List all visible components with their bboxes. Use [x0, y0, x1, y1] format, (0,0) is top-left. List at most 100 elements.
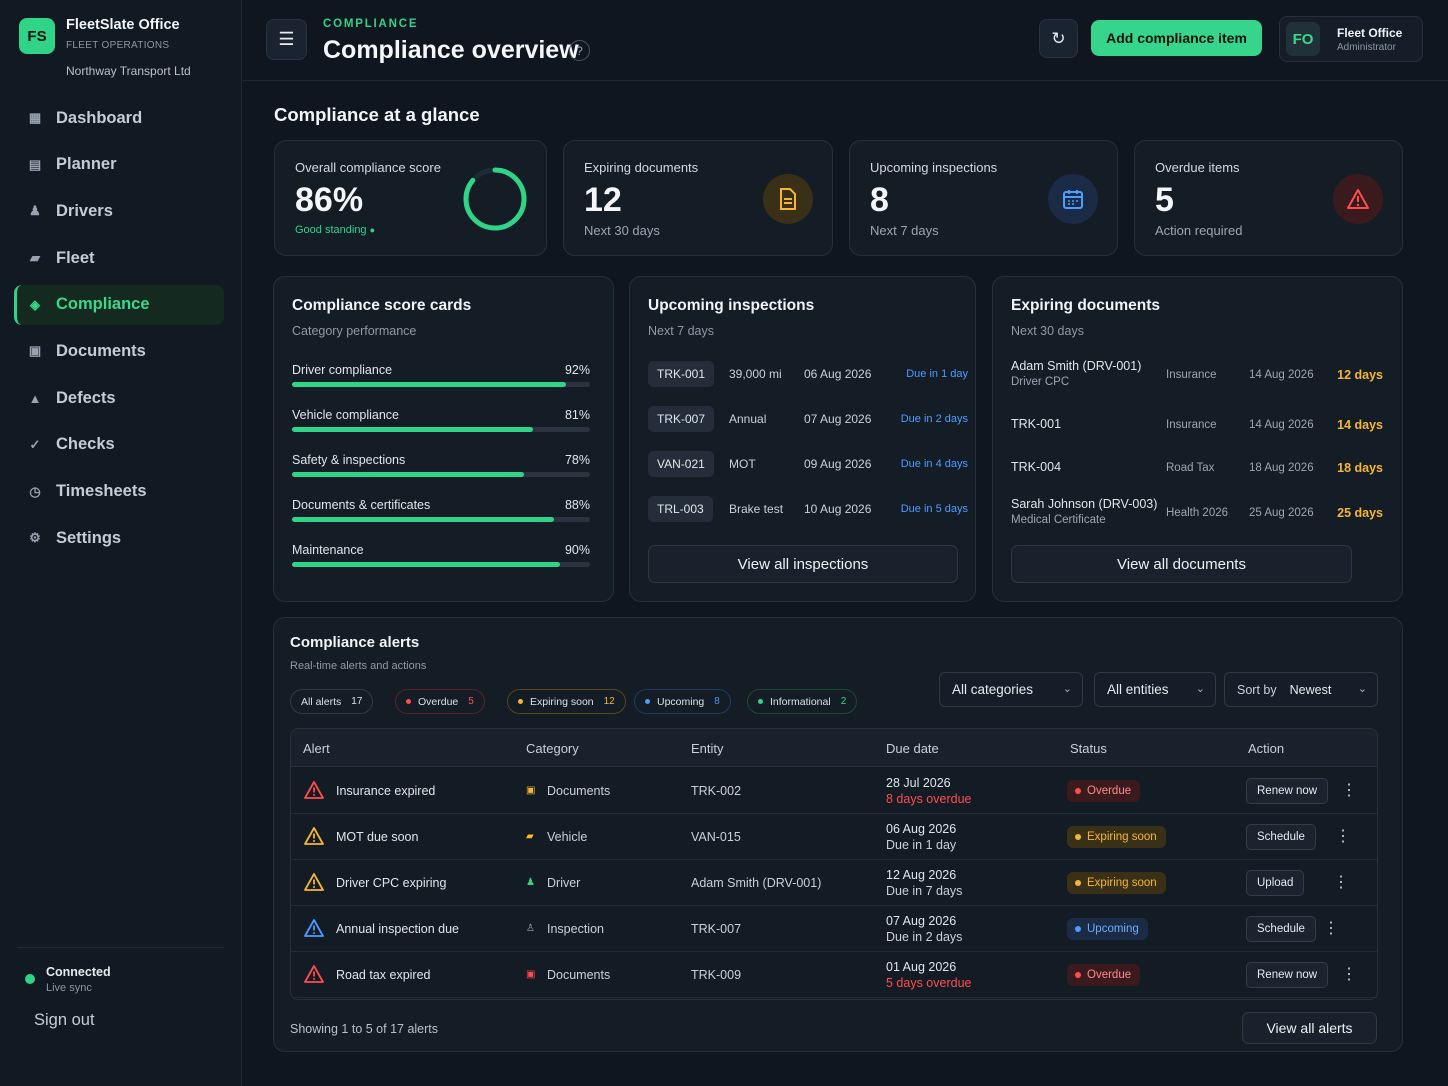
table-row[interactable]: Insurance expired ▣ Documents TRK-002 28 Jul… — [291, 768, 1377, 814]
row-action-button[interactable]: Renew now — [1246, 962, 1329, 988]
table-row[interactable]: Driver CPC expiring ♟ Driver Adam Smith (DR… — [291, 860, 1377, 906]
add-compliance-item-button[interactable]: Add compliance item — [1091, 20, 1262, 56]
row-action-button[interactable]: Schedule — [1246, 916, 1316, 942]
score-progress-fill — [292, 517, 555, 522]
document-expiry-date: 14 Aug 2026 — [1249, 369, 1314, 381]
score-ring-fill — [463, 167, 527, 231]
sidebar-item-label: Drivers — [56, 201, 113, 220]
score-percent: 81% — [564, 408, 590, 422]
table-row[interactable]: Annual inspection due ♙ Inspection TRK-007 0… — [291, 906, 1377, 952]
score-standing-label: Good standing — [295, 224, 367, 236]
pagination-summary: Showing 1 to 5 of 17 alerts — [290, 1022, 439, 1036]
inspection-row[interactable]: VAN-021 MOT 09 Aug 2026 Due in 4 days — [648, 451, 968, 477]
sidebar-item-checks[interactable]: ✓ Checks — [14, 425, 224, 465]
sidebar-item-dashboard[interactable]: ▦ Dashboard — [14, 98, 224, 138]
vehicle-id-tag: TRK-001 — [648, 361, 715, 387]
row-action-button[interactable]: Upload — [1246, 870, 1305, 896]
score-category-label: Maintenance — [292, 543, 364, 557]
glance-title: Compliance at a glance — [274, 104, 480, 125]
sort-label: Sort by — [1237, 682, 1277, 697]
row-action-button[interactable]: Renew now — [1246, 778, 1329, 804]
sidebar-item-label: Timesheets — [56, 482, 147, 500]
stat-value: 12 — [584, 181, 622, 219]
overdue-items-card: Overdue items 5 Action required — [1134, 140, 1403, 256]
vehicle-id-tag: TRK-007 — [648, 406, 715, 432]
filter-chip-overdue[interactable]: Overdue 5 — [395, 689, 485, 714]
sidebar-item-drivers[interactable]: ♟ Drivers — [14, 191, 224, 231]
sidebar-item-fleet[interactable]: ▰ Fleet — [14, 238, 224, 278]
sidebar-item-settings[interactable]: ⚙ Settings — [14, 518, 224, 558]
more-options-icon[interactable]: ⋮ — [1341, 966, 1357, 983]
filter-chip-all-alerts[interactable]: All alerts 17 — [290, 689, 374, 714]
section-eyebrow: COMPLIANCE — [323, 18, 419, 30]
score-progress-track — [292, 517, 590, 522]
sign-out-button[interactable]: Sign out — [34, 1011, 95, 1029]
column-header[interactable]: Category — [526, 741, 579, 756]
days-remaining: 25 days — [1337, 506, 1383, 520]
user-menu[interactable]: FO Fleet Office Administrator — [1279, 16, 1423, 62]
more-options-icon[interactable]: ⋮ — [1335, 828, 1351, 845]
alert-entity: VAN-015 — [691, 830, 741, 844]
sidebar-item-label: Defects — [56, 388, 116, 407]
sort-select[interactable]: Sort by Newest ⌄ — [1224, 672, 1378, 707]
alert-category: Documents — [547, 968, 611, 982]
view-all-alerts-button[interactable]: View all alerts — [1242, 1012, 1377, 1044]
menu-button[interactable]: ☰ — [266, 19, 307, 60]
more-options-icon[interactable]: ⋮ — [1323, 920, 1339, 937]
column-header[interactable]: Due date — [886, 741, 939, 756]
view-all-documents-button[interactable]: View all documents — [1011, 545, 1352, 583]
score-category-label: Vehicle compliance — [292, 408, 400, 422]
alert-entity: TRK-002 — [691, 784, 742, 798]
table-row[interactable]: MOT due soon ▰ Vehicle VAN-015 06 Aug 2026 Du… — [291, 814, 1377, 860]
filter-chip-informational[interactable]: Informational 2 — [747, 689, 858, 714]
chip-count: 8 — [714, 696, 720, 707]
row-action-button[interactable]: Schedule — [1246, 824, 1316, 850]
inspection-type: 39,000 mi — [729, 367, 782, 381]
chip-count: 17 — [351, 696, 363, 707]
column-header[interactable]: Status — [1070, 741, 1107, 756]
inspection-row[interactable]: TRL-003 Brake test 10 Aug 2026 Due in 5 day… — [648, 496, 968, 522]
column-header[interactable]: Alert — [303, 741, 330, 756]
alert-warning-icon — [304, 964, 324, 984]
chip-dot — [518, 699, 523, 704]
days-remaining: 14 days — [1337, 418, 1383, 432]
column-header[interactable]: Entity — [691, 741, 724, 756]
status-dot — [1075, 880, 1081, 886]
panel-title: Compliance score cards — [292, 297, 472, 314]
vehicle-id-tag: TRL-003 — [648, 496, 713, 522]
stat-subtext: Next 7 days — [870, 223, 939, 238]
column-header: Action — [1248, 741, 1285, 756]
chip-label: Overdue — [418, 695, 459, 708]
vehicle-id-tag: VAN-021 — [648, 451, 714, 477]
sidebar-item-timesheets[interactable]: ◷ Timesheets — [14, 472, 224, 512]
refresh-icon: ↻ — [1051, 28, 1066, 48]
stat-value: 5 — [1155, 181, 1174, 219]
due-relative: 8 days overdue — [886, 792, 972, 806]
inspection-date: 09 Aug 2026 — [804, 457, 872, 471]
inspection-row[interactable]: TRK-001 39,000 mi 06 Aug 2026 Due in 1 day — [648, 361, 968, 387]
sidebar-item-defects[interactable]: ▲ Defects — [14, 378, 224, 418]
brand-subtitle: FLEET OPERATIONS — [66, 40, 170, 51]
chip-label: Expiring soon — [530, 695, 594, 708]
brand-logo[interactable]: FS — [19, 18, 55, 54]
due-date: 06 Aug 2026 — [886, 822, 957, 836]
inspection-row[interactable]: TRK-007 Annual 07 Aug 2026 Due in 2 days — [648, 406, 968, 432]
hamburger-icon: ☰ — [278, 29, 295, 49]
more-options-icon[interactable]: ⋮ — [1341, 782, 1357, 799]
sidebar-item-planner[interactable]: ▤ Planner — [14, 145, 224, 185]
panel-title: Expiring documents — [1011, 297, 1160, 314]
entity-filter-select[interactable]: All entities ⌄ — [1094, 672, 1216, 707]
user-role: Administrator — [1337, 42, 1396, 53]
table-row[interactable]: Road tax expired ▣ Documents TRK-009 01 Aug … — [291, 952, 1377, 998]
inspection-type: Brake test — [729, 502, 784, 516]
filter-chip-upcoming[interactable]: Upcoming 8 — [634, 689, 731, 714]
help-icon[interactable]: ? — [569, 40, 590, 61]
more-options-icon[interactable]: ⋮ — [1333, 874, 1349, 891]
inspection-type: Annual — [729, 412, 767, 426]
refresh-button[interactable]: ↻ — [1039, 19, 1078, 58]
filter-chip-expiring-soon[interactable]: Expiring soon 12 — [507, 689, 626, 714]
view-all-inspections-button[interactable]: View all inspections — [648, 545, 958, 583]
sidebar-item-compliance[interactable]: ◈ Compliance — [14, 284, 224, 325]
sidebar-item-documents[interactable]: ▣ Documents — [14, 331, 224, 371]
category-filter-select[interactable]: All categories ⌄ — [939, 672, 1083, 707]
